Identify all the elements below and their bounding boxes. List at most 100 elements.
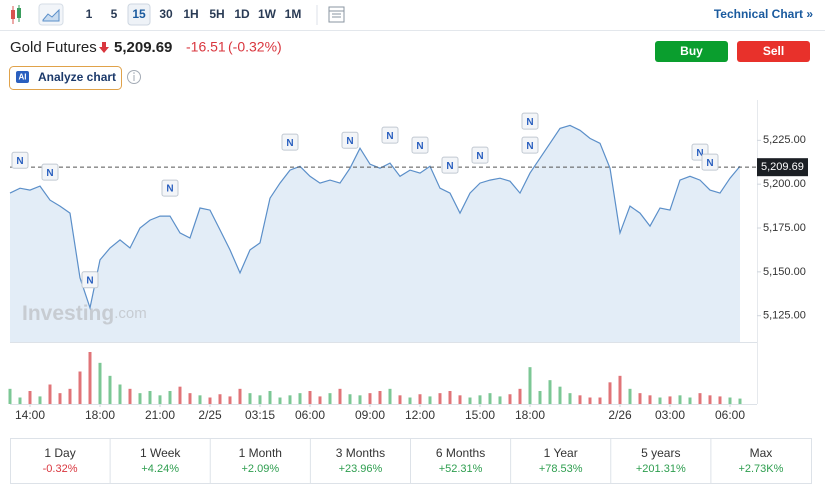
candle-icon[interactable] [11, 5, 21, 24]
volume-bar [708, 395, 712, 404]
news-marker[interactable] [341, 131, 359, 149]
interval-button[interactable]: 5H [209, 7, 224, 21]
news-marker[interactable] [281, 133, 299, 151]
performance-change[interactable]: -0.32% [43, 463, 78, 475]
volume-bar [388, 388, 392, 404]
news-marker-label[interactable]: N [526, 141, 533, 152]
interval-button[interactable]: 1H [183, 7, 198, 21]
performance-change[interactable]: +2.09% [242, 463, 280, 475]
volume-bar [268, 391, 272, 404]
interval-button[interactable]: 30 [159, 7, 173, 21]
performance-period[interactable]: 6 Months [436, 446, 485, 460]
x-tick-label: 06:00 [715, 408, 745, 422]
volume-bar [28, 391, 32, 404]
volume-bar [248, 393, 252, 404]
performance-change[interactable]: +78.53% [539, 463, 583, 475]
interval-button[interactable]: 1 [86, 7, 93, 21]
news-marker-label[interactable]: N [416, 141, 423, 152]
volume-bar [218, 394, 222, 404]
buy-button[interactable] [655, 41, 728, 62]
volume-bar [198, 395, 202, 404]
interval-button[interactable]: 1W [258, 7, 277, 21]
volume-bar [568, 393, 572, 404]
news-marker-label[interactable]: N [446, 161, 453, 172]
performance-period[interactable]: 5 years [641, 446, 680, 460]
volume-bar [18, 397, 22, 404]
news-marker-label[interactable]: N [706, 158, 713, 169]
interval-button[interactable]: 1M [285, 7, 302, 21]
down-arrow [99, 42, 109, 53]
technical-chart-link[interactable]: Technical Chart » [714, 7, 813, 21]
buy-label[interactable]: Buy [680, 44, 703, 58]
news-marker[interactable] [81, 271, 99, 289]
y-tick-label: 5,150.00 [763, 266, 806, 278]
news-marker-label[interactable]: N [526, 117, 533, 128]
interval-button[interactable]: 5 [111, 7, 118, 21]
news-marker[interactable] [701, 153, 719, 171]
volume-bar [508, 394, 512, 404]
price-change-pct: (-0.32%) [228, 39, 282, 55]
performance-change[interactable]: +201.31% [636, 463, 686, 475]
x-tick-label: 09:00 [355, 408, 385, 422]
performance-change[interactable]: +2.73K% [738, 463, 783, 475]
volume-bar [578, 395, 582, 404]
interval-button[interactable]: 1D [234, 7, 250, 21]
performance-period[interactable]: 1 Year [544, 446, 578, 460]
news-marker-label[interactable]: N [696, 148, 703, 159]
news-marker[interactable] [41, 163, 59, 181]
news-marker[interactable] [441, 156, 459, 174]
analyze-button[interactable] [9, 66, 122, 90]
volume-bar [428, 396, 432, 404]
volume-bar [298, 393, 302, 404]
performance-change[interactable]: +52.31% [439, 463, 483, 475]
performance-change[interactable]: +23.96% [339, 463, 383, 475]
x-tick-label: 2/25 [198, 408, 222, 422]
volume-bar [418, 394, 422, 404]
volume-bar [668, 396, 672, 404]
volume-bar [678, 395, 682, 404]
performance-period[interactable]: 3 Months [336, 446, 385, 460]
news-marker-label[interactable]: N [166, 184, 173, 195]
volume-bar [348, 394, 352, 404]
news-marker-label[interactable]: N [16, 156, 23, 167]
news-marker[interactable] [521, 136, 539, 154]
volume-bar [518, 388, 522, 404]
performance-change[interactable]: +4.24% [141, 463, 179, 475]
x-tick-label: 2/26 [608, 408, 632, 422]
performance-period[interactable]: Max [750, 446, 773, 460]
watermark-brand-text: Investing [22, 302, 114, 325]
news-marker[interactable] [161, 179, 179, 197]
news-marker[interactable] [411, 136, 429, 154]
volume-bar [148, 391, 152, 404]
volume-bar [278, 397, 282, 404]
y-tick-label: 5,175.00 [763, 222, 806, 234]
news-marker[interactable] [471, 146, 489, 164]
area-icon[interactable] [38, 3, 64, 26]
volume-bar [98, 362, 102, 404]
x-tick-label: 06:00 [295, 408, 325, 422]
news-marker[interactable] [521, 112, 539, 130]
news-marker-label[interactable]: N [476, 151, 483, 162]
news-marker[interactable] [381, 126, 399, 144]
volume-bar [658, 397, 662, 404]
news-marker-label[interactable]: N [86, 275, 93, 286]
sell-button[interactable] [737, 41, 810, 62]
volume-bar [118, 384, 122, 404]
interval-button[interactable]: 15 [132, 7, 146, 21]
sell-label[interactable]: Sell [763, 44, 784, 58]
news-marker-label[interactable]: N [286, 138, 293, 149]
performance-period[interactable]: 1 Day [44, 446, 75, 460]
x-tick-label: 03:00 [655, 408, 685, 422]
volume-bar [288, 395, 292, 404]
analyze-label[interactable]: Analyze chart [38, 70, 116, 84]
news-marker-label[interactable]: N [46, 168, 53, 179]
news-marker-label[interactable]: N [346, 136, 353, 147]
volume-bar [168, 391, 172, 404]
news-marker[interactable] [11, 151, 29, 169]
news-marker-label[interactable]: N [386, 131, 393, 142]
info-icon[interactable] [127, 70, 141, 84]
volume-bar [88, 352, 92, 404]
performance-period[interactable]: 1 Month [239, 446, 282, 460]
performance-period[interactable]: 1 Week [140, 446, 181, 460]
table-icon[interactable] [328, 6, 345, 23]
